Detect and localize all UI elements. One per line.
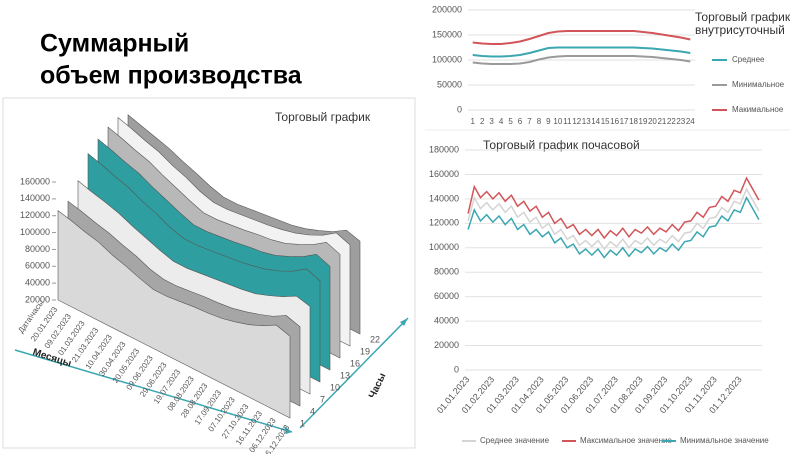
y-tick-label: 40000 [434, 315, 459, 325]
x-tick-label: 6 [518, 117, 523, 126]
x-tick-label: 15 [601, 117, 610, 126]
arrow-head [284, 426, 292, 434]
z-tick-label: 80000 [25, 244, 50, 254]
y-tick-label: 100000 [432, 54, 462, 64]
y-tick-label: 22 [370, 334, 380, 344]
x-tick-label: 13 [582, 117, 591, 126]
x-tick-label: 12 [572, 117, 581, 126]
chart-title: Торговый график [275, 110, 371, 124]
y-tick-label: 10 [330, 382, 340, 392]
line [467, 195, 760, 259]
x-tick-label: 11 [563, 117, 572, 126]
legend-label: Максимальное значение [580, 436, 672, 445]
legend-label: Минимальное [732, 80, 785, 89]
y-tick-label: 20000 [434, 340, 459, 350]
legend-label: Макимальное [732, 105, 784, 114]
line [467, 187, 760, 251]
x-tick-label: 19 [639, 117, 648, 126]
y-tick-label: 60000 [434, 291, 459, 301]
y-tick-label: 160000 [429, 169, 459, 179]
chart-title: внутрисуточный [695, 23, 785, 37]
y-tick-label: 100000 [429, 242, 459, 252]
z-tick-label: 60000 [25, 261, 50, 271]
x-tick-label: 5 [508, 117, 513, 126]
chart-title: Торговый график [695, 10, 791, 24]
z-tick-label: 160000 [20, 176, 50, 186]
slide-title: объем производства [40, 62, 303, 90]
y-tick-label: 80000 [434, 267, 459, 277]
x-tick-label: 9 [546, 117, 551, 126]
x-tick-label: 7 [527, 117, 532, 126]
x-tick-label: 17 [620, 117, 629, 126]
legend-label: Среднее [732, 55, 765, 64]
z-tick-label: 20000 [25, 294, 50, 304]
x-tick-label: 4 [499, 117, 504, 126]
y-tick-label: 200000 [432, 4, 462, 14]
z-tick-label: 100000 [20, 227, 50, 237]
line [467, 176, 760, 240]
y-tick-label: 140000 [429, 193, 459, 203]
x-tick-label: 1 [471, 117, 476, 126]
x-tick-label: 2 [480, 117, 485, 126]
y-axis-label: Часы [367, 372, 388, 401]
x-tick-label: 24 [686, 117, 695, 126]
line [472, 30, 691, 45]
y-tick-label: 13 [340, 370, 350, 380]
y-tick-label: 0 [457, 104, 462, 114]
z-tick-label: 140000 [20, 193, 50, 203]
surface-frame [2, 97, 416, 449]
z-tick-label: 120000 [20, 210, 50, 220]
arrow-head [400, 318, 408, 326]
axis-arrow [14, 349, 293, 433]
y-tick-label: 120000 [429, 218, 459, 228]
x-tick-label: 10 [553, 117, 562, 126]
x-tick-label: 22 [667, 117, 676, 126]
chart-title: Торговый график почасовой [483, 138, 640, 152]
y-tick-label: 0 [454, 364, 459, 374]
x-tick-label: 3 [489, 117, 494, 126]
x-tick-label: 16 [610, 117, 619, 126]
axis-arrow [299, 317, 409, 429]
y-tick-label: 19 [360, 346, 370, 356]
slide-title: Суммарный [40, 30, 189, 58]
z-tick-label: 40000 [25, 278, 50, 288]
y-tick-label: 1 [300, 418, 305, 428]
line [472, 55, 691, 65]
x-tick-label: 14 [591, 117, 600, 126]
legend-label: Минимальное значение [680, 436, 769, 445]
y-tick-label: 50000 [437, 79, 462, 89]
legend-label: Среднее значение [480, 436, 550, 445]
surface-row [57, 210, 291, 419]
y-tick-label: 7 [320, 394, 325, 404]
y-tick-label: 16 [350, 358, 360, 368]
y-tick-label: 150000 [432, 29, 462, 39]
line [472, 46, 691, 58]
y-tick-label: 4 [310, 406, 315, 416]
y-tick-label: 180000 [429, 144, 459, 154]
x-tick-label: 8 [537, 117, 542, 126]
x-tick-label: 21 [657, 117, 666, 126]
x-tick-label: 20 [648, 117, 657, 126]
x-tick-label: 23 [676, 117, 685, 126]
x-tick-label: 18 [629, 117, 638, 126]
